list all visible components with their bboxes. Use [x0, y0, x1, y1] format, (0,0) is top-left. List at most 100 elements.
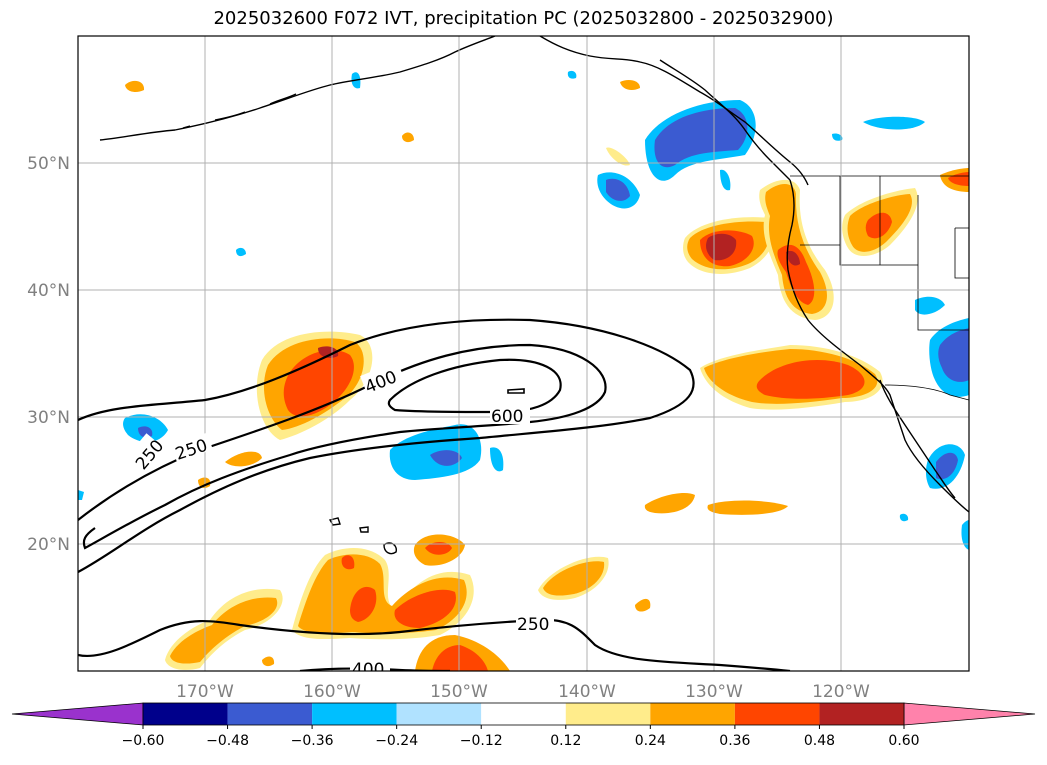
ivt-contour-250-small [507, 388, 525, 394]
x-tick-label: 130°W [685, 682, 743, 702]
precip-positive-south [165, 493, 788, 671]
colorbar-segment [227, 703, 313, 725]
colorbar-tick-label: −0.60 [122, 733, 165, 749]
precip-blob [606, 178, 630, 201]
precip-positive-central-pacific [198, 331, 373, 488]
precip-blob [138, 426, 153, 438]
colorbar-extend-min [11, 702, 144, 726]
precip-blob [635, 598, 651, 612]
borders [790, 175, 969, 401]
gridlines [78, 36, 969, 671]
x-tick-label: 160°W [303, 682, 361, 702]
state-border [917, 195, 969, 331]
state-border [839, 176, 918, 266]
aleutians [182, 93, 297, 129]
precip-blob [567, 70, 577, 79]
precip-blob [899, 513, 909, 522]
precip-blob [225, 451, 262, 467]
contour-label: 600 [491, 407, 523, 427]
colorbar-segment [481, 703, 566, 725]
ivt-contour-250 [78, 318, 695, 573]
precip-blob [938, 328, 969, 382]
x-axis-labels: 170°W 160°W 150°W 140°W 130°W 120°W [176, 682, 870, 702]
precip-blob [832, 133, 843, 141]
state-border [954, 227, 969, 279]
precip-blob [756, 360, 865, 399]
precip-blob [863, 116, 925, 130]
colorbar-tick-label: 0.60 [888, 733, 919, 749]
x-tick-label: 150°W [430, 682, 488, 702]
precip-blob [341, 555, 355, 570]
precip-blob [620, 80, 640, 90]
colorbar-frame [142, 702, 905, 726]
precip-positive-east-pacific [125, 80, 969, 410]
precip-blob [394, 589, 456, 628]
precip-blob [432, 645, 488, 671]
precip-blob [236, 247, 246, 257]
ivt-contour-600 [387, 358, 562, 414]
precip-blob [865, 212, 892, 239]
precip-blob [644, 493, 695, 514]
precip-blob [389, 424, 482, 480]
colorbar-tick-label: −0.36 [291, 733, 334, 749]
bc-coast [659, 59, 791, 181]
precip-blob [430, 450, 462, 466]
precip-blob [948, 172, 969, 186]
colorbar: −0.60 −0.48 −0.36 −0.24 −0.12 0.12 0.24 0.36 0.4… [11, 702, 1036, 749]
colorbar-segment [565, 703, 651, 725]
precip-blob [318, 346, 339, 358]
y-axis-labels: 50°N 40°N 30°N 20°N [27, 154, 70, 555]
precip-blob [125, 80, 145, 93]
y-tick-label: 20°N [27, 535, 70, 555]
precip-blob [350, 586, 377, 622]
precip-blob [170, 597, 278, 664]
baja [879, 379, 956, 499]
us-mexico-border [884, 384, 969, 401]
colorbar-segment [734, 703, 820, 725]
plot-frame [77, 35, 970, 672]
colorbar-tick-label: 0.12 [550, 733, 581, 749]
y-tick-label: 40°N [27, 281, 70, 301]
precip-blob [961, 520, 969, 550]
precip-blob [490, 447, 504, 472]
y-tick-label: 30°N [27, 408, 70, 428]
y-tick-label: 50°N [27, 154, 70, 174]
precip-blob [936, 452, 958, 480]
west-coast-us [786, 179, 969, 513]
colorbar-segment [312, 703, 397, 725]
alaska-coast [539, 36, 809, 186]
precip-blob [707, 500, 788, 515]
x-tick-label: 140°W [558, 682, 616, 702]
colorbar-tick-label: 0.24 [635, 733, 666, 749]
precip-negative [78, 70, 969, 550]
colorbar-segment [396, 703, 482, 725]
x-tick-label: 170°W [176, 682, 234, 702]
colorbar-extend-max [903, 702, 1036, 726]
coastlines [99, 36, 969, 555]
precip-blob [915, 296, 945, 315]
ivt-contour-250-south [78, 618, 791, 671]
precip-blob [654, 108, 748, 168]
precip-blob [78, 490, 84, 500]
precip-blob [425, 542, 452, 555]
contour-label: 250 [517, 615, 549, 635]
precip-blob [262, 656, 275, 667]
chart-title: 2025032600 F072 IVT, precipitation PC (2… [213, 8, 834, 29]
precip-blob [786, 250, 800, 266]
precip-blob [543, 561, 605, 596]
alaska-coast [99, 36, 496, 141]
ivt-contour-400 [78, 343, 607, 550]
precip-blob [720, 169, 731, 191]
colorbar-tick-label: −0.12 [460, 733, 503, 749]
precip-blob [402, 132, 414, 143]
colorbar-tick-label: 0.36 [719, 733, 750, 749]
contour-label: 400 [352, 660, 384, 680]
precip-blob [283, 350, 354, 417]
colorbar-tick-label: −0.48 [206, 733, 249, 749]
colorbar-tick-label: 0.48 [804, 733, 835, 749]
x-tick-label: 120°W [812, 682, 870, 702]
precip-blob [606, 147, 630, 166]
colorbar-segment [819, 703, 904, 725]
colorbar-tick-label: −0.24 [375, 733, 418, 749]
colorbar-segment [143, 703, 228, 725]
